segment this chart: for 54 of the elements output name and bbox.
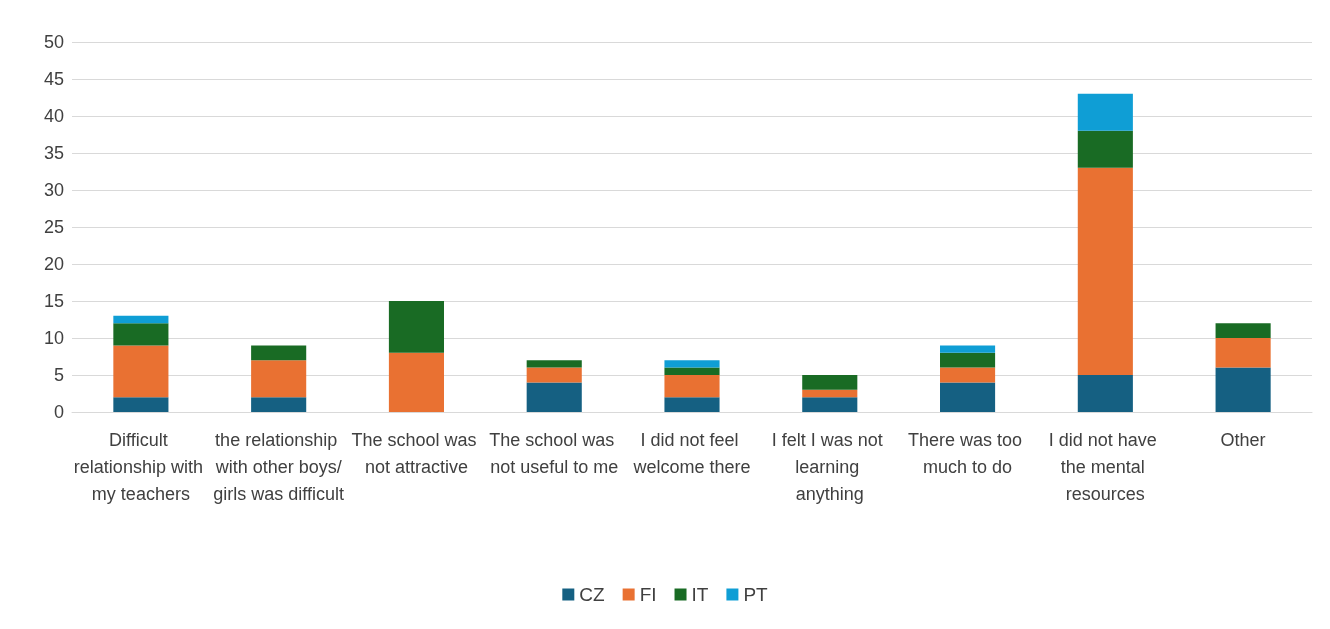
bar <box>113 397 169 412</box>
y-tick-label: 15 <box>43 291 64 311</box>
bar <box>251 345 307 361</box>
y-tick-label: 0 <box>53 402 64 422</box>
y-tick-label: 10 <box>43 328 64 348</box>
bar <box>251 397 307 412</box>
bar <box>1215 323 1271 338</box>
bar <box>940 345 996 353</box>
bar <box>664 397 720 412</box>
bar <box>664 367 720 375</box>
bar <box>664 360 720 368</box>
bar <box>388 352 444 412</box>
bar <box>940 352 996 368</box>
bar <box>526 367 582 383</box>
y-tick-label: 40 <box>43 106 64 126</box>
y-tick-label: 25 <box>43 217 64 237</box>
y-tick-label: 20 <box>43 254 64 274</box>
bar <box>940 382 996 412</box>
x-tick-label: I did not have the mental resources <box>1048 429 1162 504</box>
bar <box>113 345 169 398</box>
x-tick-label: I felt I was not learning anything <box>771 429 888 504</box>
x-tick-label: Other <box>1220 429 1266 450</box>
bar <box>113 323 169 346</box>
y-tick-label: 45 <box>43 69 64 89</box>
legend-label: CZ <box>579 584 606 605</box>
bar <box>113 315 169 324</box>
legend-label: IT <box>691 584 709 605</box>
y-tick-label: 30 <box>43 180 64 200</box>
bar <box>802 397 858 412</box>
y-tick-label: 35 <box>43 143 64 163</box>
x-tick-label: the relationship with other boys/girls was difficult <box>213 429 345 504</box>
legend-label: FI <box>639 584 657 605</box>
x-tick-label: The school was not useful to me <box>489 429 620 477</box>
bar <box>1077 167 1133 375</box>
y-tick-label: 5 <box>53 365 64 385</box>
bar <box>526 360 582 368</box>
bar <box>388 301 444 353</box>
bar <box>802 375 858 390</box>
bar <box>526 382 582 412</box>
bar <box>1077 130 1133 168</box>
x-tick-label: There was too much to do <box>908 429 1028 477</box>
x-tick-label: I did not feel welcome there <box>632 429 751 477</box>
bar <box>802 389 858 398</box>
y-tick-label: 50 <box>43 32 64 52</box>
x-tick-label: The school was not attractive <box>351 429 482 477</box>
bar <box>251 360 307 398</box>
bar <box>1215 367 1271 412</box>
bar <box>664 375 720 398</box>
legend-label: PT <box>743 584 769 605</box>
bar <box>1077 93 1133 131</box>
bar <box>1215 338 1271 368</box>
x-tick-label: Difficult relationship with my teachers <box>73 429 208 504</box>
bar <box>1077 375 1133 412</box>
bar <box>940 367 996 383</box>
